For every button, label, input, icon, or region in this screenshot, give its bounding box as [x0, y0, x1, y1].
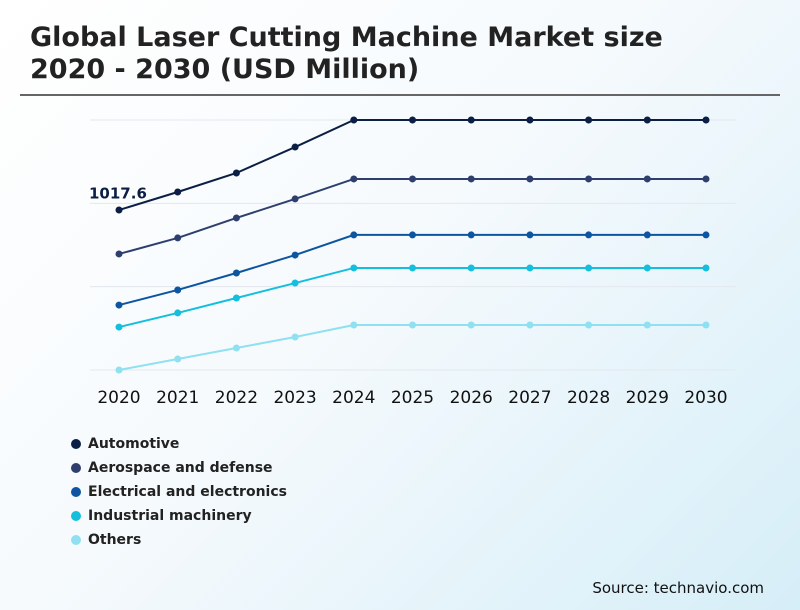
data-point	[291, 195, 299, 203]
data-point	[115, 323, 123, 331]
data-point	[643, 231, 651, 239]
legend-label: Industrial machinery	[88, 508, 252, 524]
data-point	[350, 321, 358, 329]
data-point	[467, 231, 475, 239]
data-point	[350, 264, 358, 272]
data-point	[232, 344, 240, 352]
data-label: 1017.6	[89, 185, 147, 203]
legend-marker	[71, 463, 81, 473]
series-line	[118, 177, 706, 255]
data-point	[291, 143, 299, 151]
x-tick-label: 2026	[450, 388, 493, 408]
data-point	[350, 175, 358, 183]
data-point	[702, 264, 710, 272]
data-point	[291, 251, 299, 259]
data-point	[409, 321, 416, 329]
data-point	[585, 231, 593, 239]
legend-label: Aerospace and defense	[88, 460, 273, 476]
x-tick-label: 2022	[215, 388, 258, 408]
data-point	[643, 321, 651, 329]
x-tick-label: 2023	[273, 388, 316, 408]
data-point	[291, 333, 299, 341]
data-point	[350, 231, 358, 239]
data-point	[350, 116, 358, 124]
data-point	[467, 175, 475, 183]
data-point	[232, 169, 240, 177]
data-point	[526, 321, 534, 329]
data-point	[115, 366, 123, 374]
data-point	[174, 188, 182, 196]
legend-marker	[71, 487, 81, 497]
data-point	[585, 175, 593, 183]
series-line	[118, 266, 706, 329]
separator	[20, 94, 780, 96]
data-point	[526, 231, 534, 239]
data-point	[291, 279, 299, 287]
legend-label: Automotive	[88, 436, 179, 452]
chart-title: Global Laser Cutting Machine Market size…	[30, 22, 663, 85]
data-point	[702, 321, 710, 329]
x-tick-label: 2030	[684, 388, 727, 408]
x-tick-label: 2025	[391, 388, 434, 408]
source: Source: technavio.com	[592, 579, 764, 597]
data-point	[526, 175, 534, 183]
data-point	[174, 309, 182, 317]
data-point	[409, 116, 416, 124]
data-point	[702, 231, 710, 239]
legend-marker	[71, 439, 81, 449]
legend-marker	[71, 511, 81, 521]
data-point	[232, 214, 240, 222]
data-point	[526, 116, 534, 124]
legend-marker	[71, 535, 81, 545]
x-tick-label: 2027	[508, 388, 551, 408]
data-point	[467, 321, 475, 329]
data-point	[526, 264, 534, 272]
data-point	[409, 264, 416, 272]
data-point	[585, 321, 593, 329]
x-tick-label: 2021	[156, 388, 199, 408]
data-point	[232, 269, 240, 277]
legend-label: Electrical and electronics	[88, 484, 287, 500]
x-tick-label: 2028	[567, 388, 610, 408]
data-point	[174, 234, 182, 242]
data-point	[409, 175, 416, 183]
data-point	[643, 116, 651, 124]
data-point	[115, 206, 123, 214]
series-line	[118, 324, 706, 371]
data-point	[643, 175, 651, 183]
data-point	[643, 264, 651, 272]
data-point	[467, 264, 475, 272]
data-point	[702, 175, 710, 183]
data-point	[585, 116, 593, 124]
data-point	[702, 116, 710, 124]
series-line	[118, 119, 706, 211]
data-point	[115, 250, 123, 258]
data-point	[232, 294, 240, 302]
data-point	[174, 286, 182, 294]
x-tick-label: 2029	[626, 388, 669, 408]
data-point	[467, 116, 475, 124]
x-tick-label: 2020	[97, 388, 140, 408]
legend-label: Others	[88, 532, 141, 548]
data-point	[174, 355, 182, 363]
data-point	[585, 264, 593, 272]
x-tick-label: 2024	[332, 388, 375, 408]
data-point	[115, 301, 123, 309]
data-point	[409, 231, 416, 239]
